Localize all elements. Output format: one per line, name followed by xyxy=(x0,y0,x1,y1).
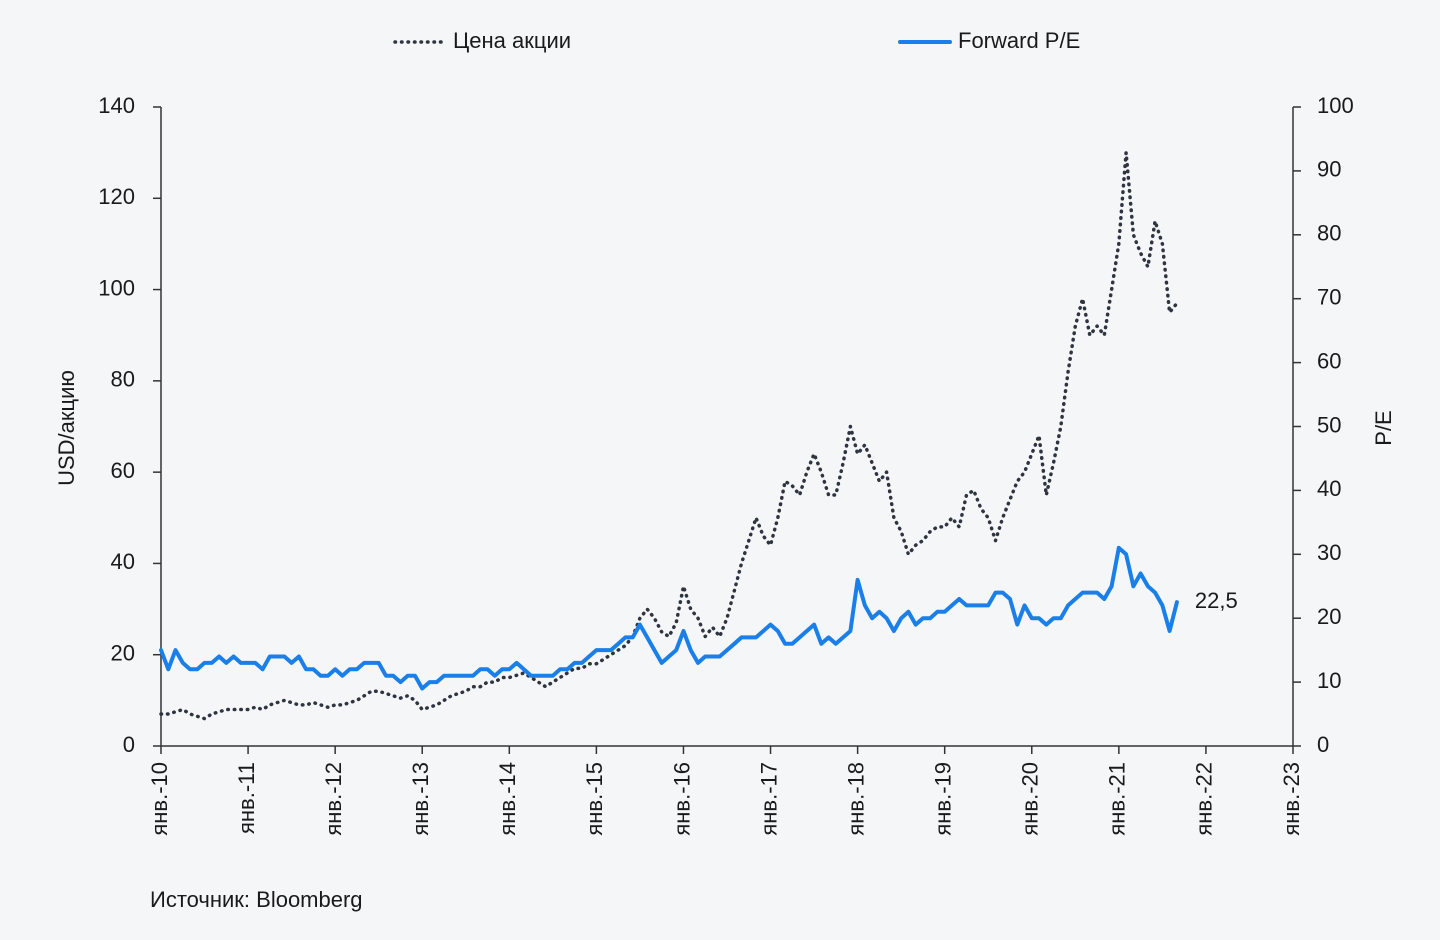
y2-axis-label: P/E xyxy=(1371,410,1396,445)
x-tick-label: янв.-14 xyxy=(495,762,520,836)
y2-tick-label: 10 xyxy=(1317,668,1341,693)
x-tick-label: янв.-18 xyxy=(843,762,868,836)
y-tick-label: 40 xyxy=(111,549,135,574)
x-tick-label: янв.-17 xyxy=(756,762,781,836)
x-tick-label: янв.-19 xyxy=(931,762,956,836)
x-tick-label: янв.-22 xyxy=(1192,762,1217,836)
y2-tick-label: 30 xyxy=(1317,540,1341,565)
y2-tick-label: 70 xyxy=(1317,285,1341,310)
x-tick-label: янв.-15 xyxy=(582,762,607,836)
y-tick-label: 20 xyxy=(111,641,135,666)
y2-tick-label: 100 xyxy=(1317,93,1354,118)
y2-tick-label: 20 xyxy=(1317,604,1341,629)
y2-tick-label: 40 xyxy=(1317,476,1341,501)
y2-tick-label: 50 xyxy=(1317,412,1341,437)
value-label: 22,5 xyxy=(1195,588,1238,613)
y-tick-label: 80 xyxy=(111,367,135,392)
x-tick-label: янв.-16 xyxy=(669,762,694,836)
x-tick-label: янв.-11 xyxy=(234,762,259,834)
legend-label: Forward P/E xyxy=(958,28,1080,53)
series-line xyxy=(159,545,1179,691)
y-tick-label: 0 xyxy=(123,732,135,757)
legend-label: Цена акции xyxy=(453,28,571,53)
y2-tick-label: 90 xyxy=(1317,157,1341,182)
x-tick-label: янв.-13 xyxy=(408,762,433,836)
x-tick-label: янв.-23 xyxy=(1279,762,1304,836)
y-tick-label: 100 xyxy=(98,275,135,300)
y2-tick-label: 60 xyxy=(1317,348,1341,373)
x-tick-label: янв.-20 xyxy=(1018,762,1043,836)
y-tick-label: 140 xyxy=(98,93,135,118)
x-tick-label: янв.-10 xyxy=(147,762,172,836)
y2-tick-label: 0 xyxy=(1317,732,1329,757)
y-tick-label: 60 xyxy=(111,458,135,483)
y2-tick-label: 80 xyxy=(1317,221,1341,246)
source-note: Источник: Bloomberg xyxy=(150,887,363,912)
y-tick-label: 120 xyxy=(98,184,135,209)
y-axis-label: USD/акцию xyxy=(54,370,79,486)
x-tick-label: янв.-12 xyxy=(321,762,346,836)
x-tick-label: янв.-21 xyxy=(1105,762,1130,836)
